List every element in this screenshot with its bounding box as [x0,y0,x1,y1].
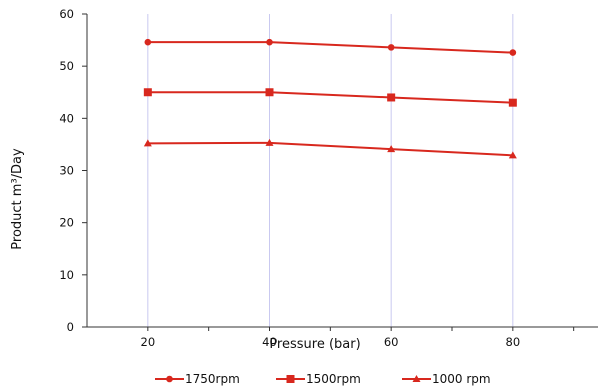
series-line-2 [147,141,513,157]
series-2-point-0 [143,139,152,147]
series-0-point-0 [144,38,152,46]
x-tick-label-1: 40 [262,335,277,349]
series-1-point-0 [143,88,152,97]
legend-label-2: 1000 rpm [432,372,491,386]
series-1-point-2 [387,93,396,102]
series-line-1 [147,91,513,104]
legend-marker-2 [412,375,421,382]
series-0-point-1 [266,38,273,46]
y-tick-label-1: 10 [59,268,74,282]
y-tick-label-4: 40 [59,111,74,125]
x-axis-ticks: 20 40 60 80 [141,327,575,349]
x-tick-label-0: 20 [141,335,156,349]
legend-marker-1 [286,375,295,383]
series-line-0 [147,41,513,54]
axes [86,14,598,328]
y-tick-label-2: 20 [59,216,74,230]
x-axis-title: Pressure (bar) [269,337,360,352]
legend-marker-0 [166,375,173,383]
y-tick-label-5: 50 [59,59,74,73]
legend-label-0: 1750rpm [185,372,240,386]
series-2-point-1 [265,138,274,146]
grid-lines [147,14,514,327]
legend-label-1: 1500rpm [306,372,361,386]
series-2-point-2 [387,145,396,153]
y-axis-ticks: 0 10 20 30 40 50 60 [59,7,87,334]
series-group [143,38,517,159]
legend: 1750rpm 1500rpm 1000 rpm [155,372,491,386]
x-tick-label-2: 60 [384,335,399,349]
y-axis-title: Product m³/Day [10,148,25,250]
series-2-point-3 [508,151,517,159]
y-tick-label-3: 30 [59,164,74,178]
series-0-point-3 [509,49,517,56]
y-tick-label-0: 0 [67,320,74,334]
series-1-point-1 [265,88,274,97]
series-1-point-3 [508,98,517,107]
y-tick-label-6: 60 [59,7,74,21]
series-0-point-2 [387,44,395,51]
x-tick-label-3: 80 [506,335,521,349]
